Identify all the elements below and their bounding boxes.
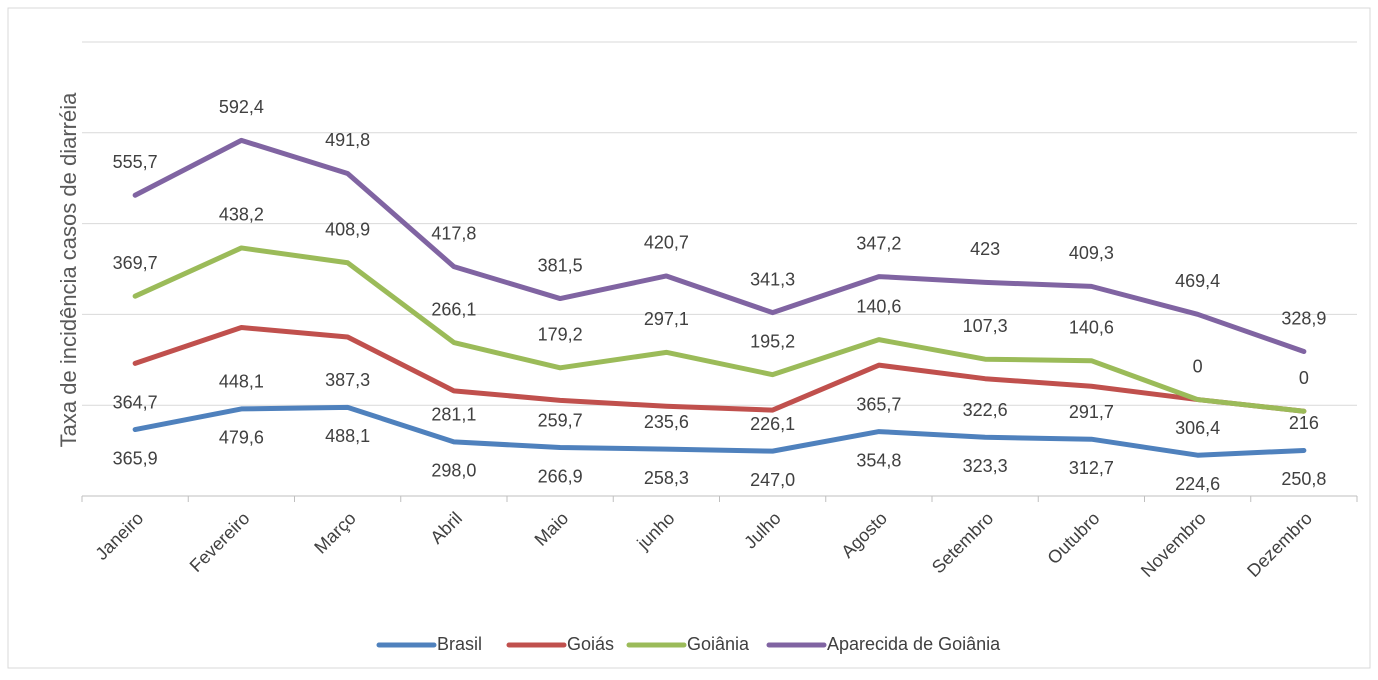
data-label: 322,6 [963,400,1008,420]
data-label: 369,7 [113,253,158,273]
series-line [132,245,1307,414]
data-label: 259,7 [538,410,583,430]
series-line [132,404,1307,458]
data-label: 323,3 [963,456,1008,476]
data-label: 298,0 [431,461,476,481]
data-label: 306,4 [1175,418,1220,438]
data-label: 281,1 [431,405,476,425]
data-label: 365,9 [113,448,158,468]
data-label: 341,3 [750,269,795,289]
data-label: 266,9 [538,466,583,486]
data-label: 491,8 [325,130,370,150]
chart-frame [7,7,1371,669]
data-label: 250,8 [1281,469,1326,489]
data-label: 423 [970,239,1000,259]
data-label: 328,9 [1281,308,1326,328]
data-label: 448,1 [219,372,264,392]
data-label: 247,0 [750,470,795,490]
data-label: 364,7 [113,392,158,412]
data-label: 226,1 [750,414,795,434]
data-label: 409,3 [1069,243,1114,263]
data-label: 387,3 [325,370,370,390]
data-label: 381,5 [538,255,583,275]
data-label: 195,2 [750,331,795,351]
data-label: 354,8 [856,450,901,470]
data-label: 347,2 [856,233,901,253]
data-label: 438,2 [219,205,264,225]
data-label: 266,1 [431,299,476,319]
y-axis-title: Taxa de incidência casos de diarréia [56,92,81,447]
data-label: 0 [1193,356,1203,376]
data-label: 0 [1299,368,1309,388]
legend-label: Brasil [437,634,482,654]
data-label: 107,3 [963,316,1008,336]
data-label: 555,7 [113,152,158,172]
data-label: 140,6 [856,296,901,316]
data-label: 258,3 [644,468,689,488]
data-label: 408,9 [325,220,370,240]
data-label: 291,7 [1069,402,1114,422]
data-label: 488,1 [325,426,370,446]
legend-label: Goiânia [687,634,750,654]
series-line [132,325,1307,414]
data-label: 179,2 [538,325,583,345]
data-label: 417,8 [431,223,476,243]
data-label: 235,6 [644,412,689,432]
legend-label: Aparecida de Goiânia [827,634,1001,654]
data-label: 592,4 [219,97,264,117]
data-label: 224,6 [1175,474,1220,494]
data-label: 216 [1289,413,1319,433]
data-label: 140,6 [1069,317,1114,337]
data-label: 420,7 [644,233,689,253]
legend-label: Goiás [567,634,614,654]
data-label: 365,7 [856,394,901,414]
series-line [132,137,1307,355]
data-label: 479,6 [219,428,264,448]
data-label: 312,7 [1069,458,1114,478]
data-label: 297,1 [644,309,689,329]
data-label: 469,4 [1175,271,1220,291]
